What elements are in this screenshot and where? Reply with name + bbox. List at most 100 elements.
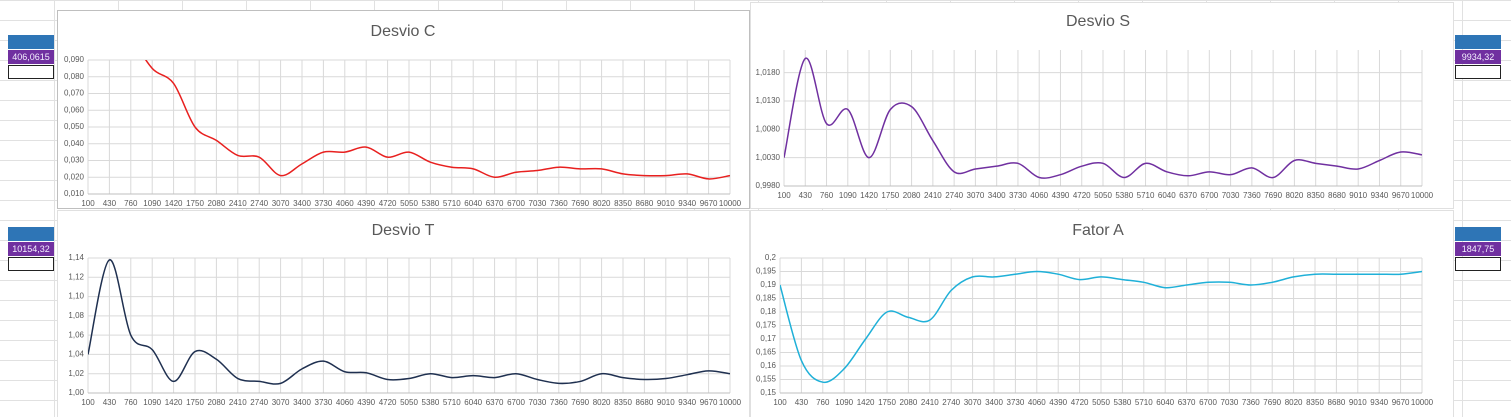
chart-title: Desvio C	[371, 23, 436, 40]
value-cell: 1847,75	[1455, 242, 1501, 256]
x-tick-label: 2740	[250, 199, 268, 208]
y-tick-label: 0,185	[756, 294, 777, 303]
cell	[1455, 227, 1501, 241]
x-tick-label: 9010	[657, 199, 675, 208]
x-tick-label: 9010	[1349, 191, 1367, 200]
x-tick-label: 9340	[678, 398, 696, 407]
y-tick-label: 1,0130	[756, 96, 781, 105]
x-tick-label: 8680	[1328, 191, 1346, 200]
x-tick-label: 8020	[1286, 191, 1304, 200]
value-cell: 406,0615	[8, 50, 54, 64]
x-tick-label: 430	[103, 398, 117, 407]
y-tick-label: 1,06	[68, 330, 84, 339]
chart: Desvio T 1,00 1,02 1,04 1,06 1,08 1,10 1,12 1,14…	[57, 210, 750, 417]
x-tick-label: 8350	[614, 199, 632, 208]
x-tick-label: 1750	[186, 398, 204, 407]
x-tick-label: 760	[816, 398, 830, 407]
x-tick-label: 3070	[272, 199, 290, 208]
x-tick-label: 7030	[1222, 191, 1240, 200]
x-tick-label: 2080	[208, 398, 226, 407]
x-tick-label: 430	[103, 199, 117, 208]
y-tick-label: 0,080	[64, 72, 85, 81]
chart-frame	[57, 210, 750, 417]
x-tick-label: 100	[777, 191, 791, 200]
y-tick-label: 1,14	[68, 253, 84, 262]
x-tick-label: 6040	[1158, 191, 1176, 200]
x-tick-label: 4060	[336, 199, 354, 208]
x-tick-label: 4390	[1049, 398, 1067, 407]
x-tick-label: 760	[124, 199, 138, 208]
chart-title: Desvio S	[1066, 13, 1130, 30]
x-tick-label: 10000	[719, 398, 742, 407]
x-tick-label: 6700	[1200, 191, 1218, 200]
x-tick-label: 430	[795, 398, 809, 407]
x-tick-label: 3400	[985, 398, 1003, 407]
cell	[8, 257, 54, 271]
x-tick-label: 8350	[1307, 191, 1325, 200]
y-tick-label: 0,155	[756, 375, 777, 384]
x-tick-label: 7030	[529, 199, 547, 208]
x-tick-label: 6700	[507, 398, 525, 407]
x-tick-label: 1750	[881, 191, 899, 200]
x-tick-label: 5710	[443, 398, 461, 407]
x-tick-label: 1420	[857, 398, 875, 407]
x-tick-label: 7360	[550, 398, 568, 407]
y-tick-label: 1,0080	[756, 124, 781, 133]
x-tick-label: 5380	[1114, 398, 1132, 407]
cell	[1455, 65, 1501, 79]
x-tick-label: 8350	[614, 398, 632, 407]
x-tick-label: 5050	[400, 398, 418, 407]
x-tick-label: 100	[81, 398, 95, 407]
x-tick-label: 430	[799, 191, 813, 200]
x-tick-label: 760	[820, 191, 834, 200]
y-tick-label: 1,0180	[756, 68, 781, 77]
x-tick-label: 6370	[1179, 191, 1197, 200]
value-cell: 9934,32	[1455, 50, 1501, 64]
x-tick-label: 4390	[1052, 191, 1070, 200]
x-tick-label: 4390	[357, 199, 375, 208]
x-tick-label: 2410	[229, 398, 247, 407]
x-tick-label: 4720	[379, 199, 397, 208]
x-tick-label: 9670	[1392, 191, 1410, 200]
x-tick-label: 1090	[835, 398, 853, 407]
x-tick-label: 5050	[1094, 191, 1112, 200]
x-tick-label: 9340	[1371, 191, 1389, 200]
x-tick-label: 2410	[921, 398, 939, 407]
x-tick-label: 5380	[1115, 191, 1133, 200]
chart-frame	[750, 210, 1454, 417]
y-tick-label: 0,070	[64, 89, 85, 98]
y-tick-label: 0,020	[64, 172, 85, 181]
x-tick-label: 4060	[336, 398, 354, 407]
x-tick-label: 4720	[1073, 191, 1091, 200]
x-tick-label: 7030	[1221, 398, 1239, 407]
x-tick-label: 10000	[719, 199, 742, 208]
chart: Desvio C 0,010 0,020 0,030 0,040 0,050 0,060 0,…	[57, 10, 750, 209]
x-tick-label: 3070	[964, 398, 982, 407]
value-cell: 10154,32	[8, 242, 54, 256]
x-tick-label: 2410	[924, 191, 942, 200]
x-tick-label: 8020	[1285, 398, 1303, 407]
x-tick-label: 760	[124, 398, 138, 407]
y-tick-label: 1,12	[68, 272, 84, 281]
x-tick-label: 7030	[529, 398, 547, 407]
x-tick-label: 8680	[636, 398, 654, 407]
x-tick-label: 1090	[839, 191, 857, 200]
x-tick-label: 3730	[1009, 191, 1027, 200]
x-tick-label: 9340	[678, 199, 696, 208]
y-tick-label: 0,090	[64, 55, 85, 64]
x-tick-label: 6040	[464, 398, 482, 407]
x-tick-label: 7360	[550, 199, 568, 208]
x-tick-label: 3070	[272, 398, 290, 407]
x-tick-label: 8680	[1328, 398, 1346, 407]
x-tick-label: 1090	[143, 199, 161, 208]
x-tick-label: 10000	[1411, 398, 1434, 407]
data-line	[780, 270, 1422, 384]
x-tick-label: 4060	[1028, 398, 1046, 407]
x-tick-label: 9010	[657, 398, 675, 407]
y-tick-label: 0,2	[765, 253, 777, 262]
x-tick-label: 4720	[379, 398, 397, 407]
x-tick-label: 1420	[165, 398, 183, 407]
x-tick-label: 1420	[165, 199, 183, 208]
y-tick-label: 0,040	[64, 139, 85, 148]
